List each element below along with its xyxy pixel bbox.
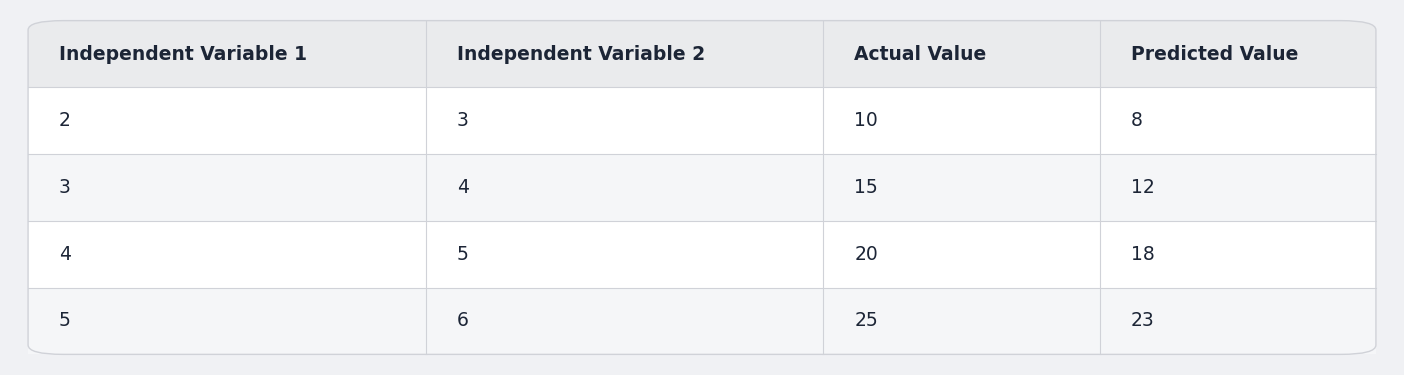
- Bar: [28, 154, 1376, 221]
- Text: 3: 3: [456, 111, 469, 130]
- Text: 18: 18: [1130, 245, 1154, 264]
- Text: Independent Variable 2: Independent Variable 2: [456, 45, 705, 63]
- Text: 10: 10: [854, 111, 878, 130]
- Text: 2: 2: [59, 111, 70, 130]
- Bar: [28, 221, 1376, 288]
- Text: 6: 6: [456, 312, 469, 330]
- Bar: [28, 57, 1376, 87]
- Text: Predicted Value: Predicted Value: [1130, 45, 1297, 63]
- FancyBboxPatch shape: [28, 21, 1376, 354]
- FancyBboxPatch shape: [28, 21, 1376, 87]
- Text: 3: 3: [59, 178, 70, 197]
- Text: 15: 15: [854, 178, 878, 197]
- Text: Independent Variable 1: Independent Variable 1: [59, 45, 307, 63]
- Text: 4: 4: [59, 245, 72, 264]
- Bar: [28, 87, 1376, 154]
- Text: 12: 12: [1130, 178, 1154, 197]
- Text: 5: 5: [59, 312, 70, 330]
- Text: 8: 8: [1130, 111, 1143, 130]
- Text: 4: 4: [456, 178, 469, 197]
- Text: 5: 5: [456, 245, 469, 264]
- Text: 23: 23: [1130, 312, 1154, 330]
- Bar: [28, 288, 1376, 354]
- Text: 20: 20: [854, 245, 878, 264]
- Text: Actual Value: Actual Value: [854, 45, 987, 63]
- Text: 25: 25: [854, 312, 878, 330]
